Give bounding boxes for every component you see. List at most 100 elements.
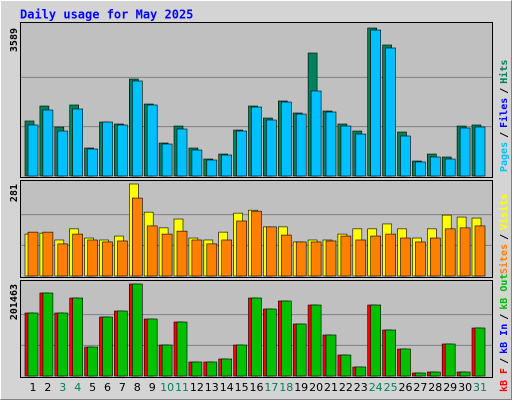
bar bbox=[355, 366, 367, 377]
bar bbox=[87, 148, 98, 177]
x-tick-label: 31 bbox=[473, 381, 487, 394]
bar bbox=[132, 80, 143, 177]
bar bbox=[459, 127, 471, 177]
bar bbox=[474, 126, 486, 177]
legend: kB F / kB In / kB Out bbox=[499, 274, 510, 392]
bar bbox=[117, 310, 128, 377]
y-tick-label: 3589 bbox=[9, 28, 20, 52]
bar bbox=[325, 334, 337, 377]
bar bbox=[27, 231, 39, 277]
bar bbox=[146, 225, 158, 277]
x-tick-label: 14 bbox=[220, 381, 234, 394]
x-tick-label: 30 bbox=[458, 381, 472, 394]
x-tick-label: 4 bbox=[74, 381, 81, 394]
bar bbox=[280, 300, 292, 377]
bar bbox=[206, 159, 218, 177]
bar bbox=[72, 233, 83, 277]
bar bbox=[42, 292, 54, 377]
bar bbox=[72, 108, 83, 177]
bar bbox=[370, 235, 382, 277]
bar bbox=[57, 130, 69, 177]
x-tick-label: 16 bbox=[250, 381, 264, 394]
bar bbox=[176, 230, 188, 277]
x-tick-label: 20 bbox=[309, 381, 323, 394]
bar bbox=[340, 125, 352, 177]
legend-item: Visits bbox=[498, 194, 510, 230]
x-tick-label: 19 bbox=[294, 381, 308, 394]
bar bbox=[176, 321, 188, 377]
bar bbox=[415, 241, 426, 277]
bar bbox=[295, 113, 307, 177]
bar bbox=[132, 283, 143, 377]
x-tick-label: 12 bbox=[190, 381, 204, 394]
x-tick-label: 8 bbox=[134, 381, 141, 394]
bar bbox=[370, 29, 382, 177]
x-tick-label: 21 bbox=[324, 381, 338, 394]
bar bbox=[340, 235, 352, 277]
legend: Pages / Files / Hits bbox=[498, 60, 510, 172]
x-tick-label: 25 bbox=[384, 381, 398, 394]
bar bbox=[57, 243, 69, 277]
x-tick-label: 1 bbox=[30, 381, 37, 394]
legend-item: Pages bbox=[499, 142, 510, 172]
bar bbox=[400, 135, 411, 177]
bar bbox=[206, 361, 218, 377]
bar bbox=[444, 158, 456, 177]
bar bbox=[429, 156, 441, 177]
legend-separator: / bbox=[499, 234, 510, 240]
bar bbox=[251, 297, 262, 377]
bar bbox=[459, 371, 471, 377]
bar bbox=[146, 104, 158, 177]
x-tick-label: 28 bbox=[428, 381, 442, 394]
legend-separator: / bbox=[499, 88, 510, 94]
bar bbox=[340, 354, 352, 377]
bar bbox=[415, 161, 426, 177]
bar bbox=[459, 227, 471, 277]
x-tick-label: 18 bbox=[279, 381, 293, 394]
bar bbox=[236, 344, 247, 377]
bar bbox=[385, 47, 396, 177]
bar bbox=[415, 372, 426, 377]
bar bbox=[444, 343, 456, 377]
bar bbox=[385, 233, 396, 277]
bar bbox=[57, 312, 69, 377]
bar bbox=[280, 234, 292, 277]
x-tick-label: 24 bbox=[369, 381, 383, 394]
legend: Sites / Visits bbox=[498, 194, 510, 274]
x-tick-label: 5 bbox=[89, 381, 96, 394]
bar bbox=[206, 243, 218, 277]
bar bbox=[280, 101, 292, 177]
legend-separator: / bbox=[499, 314, 510, 320]
bar bbox=[400, 348, 411, 377]
legend-item: kB In bbox=[499, 324, 510, 354]
bar bbox=[146, 318, 158, 377]
bar bbox=[295, 241, 307, 277]
bar bbox=[161, 143, 173, 177]
bar bbox=[42, 231, 54, 277]
legend-item: kB Out bbox=[499, 274, 510, 310]
bar bbox=[27, 124, 39, 177]
x-tick-label: 2 bbox=[44, 381, 51, 394]
x-tick-label: 13 bbox=[205, 381, 219, 394]
bar bbox=[176, 128, 188, 177]
bar bbox=[429, 237, 441, 277]
bar bbox=[221, 358, 232, 377]
bar bbox=[355, 239, 367, 277]
bar bbox=[117, 240, 128, 277]
bar bbox=[310, 90, 322, 177]
bar bbox=[117, 124, 128, 177]
x-tick-label: 27 bbox=[413, 381, 427, 394]
bar bbox=[102, 121, 113, 177]
bar bbox=[310, 304, 322, 377]
x-tick-label: 17 bbox=[264, 381, 278, 394]
bar bbox=[266, 308, 277, 377]
bar bbox=[310, 241, 322, 277]
x-tick-label: 15 bbox=[235, 381, 249, 394]
bar bbox=[221, 239, 232, 277]
x-tick-label: 3 bbox=[59, 381, 66, 394]
legend-item: Hits bbox=[498, 60, 510, 84]
bar bbox=[474, 327, 486, 377]
bar bbox=[444, 228, 456, 277]
x-tick-label: 23 bbox=[354, 381, 368, 394]
